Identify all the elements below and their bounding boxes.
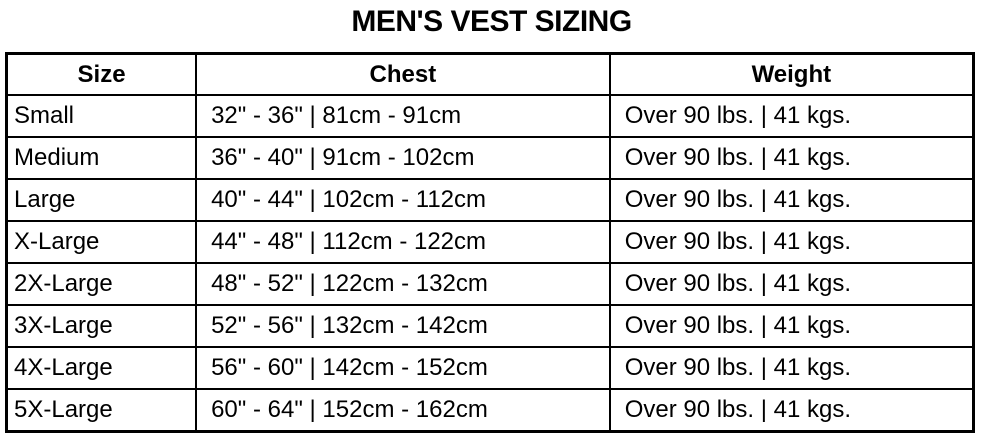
chest-cell: 36" - 40" | 91cm - 102cm: [195, 136, 611, 180]
header-size: Size: [5, 52, 198, 96]
chest-cell: 56" - 60" | 142cm - 152cm: [195, 346, 611, 390]
size-cell: X-Large: [5, 220, 198, 264]
header-weight: Weight: [608, 52, 975, 96]
chest-cell: 44" - 48" | 112cm - 122cm: [195, 220, 611, 264]
size-cell: Large: [5, 178, 198, 222]
weight-cell: Over 90 lbs. | 41 kgs.: [608, 178, 975, 222]
header-row: Size Chest Weight: [5, 52, 975, 96]
size-cell: Small: [5, 94, 198, 138]
chest-cell: 48" - 52" | 122cm - 132cm: [195, 262, 611, 306]
chest-cell: 32" - 36" | 81cm - 91cm: [195, 94, 611, 138]
size-cell: 4X-Large: [5, 346, 198, 390]
size-cell: Medium: [5, 136, 198, 180]
weight-cell: Over 90 lbs. | 41 kgs.: [608, 220, 975, 264]
sizing-table: Size Chest Weight Small 32" - 36" | 81cm …: [5, 52, 975, 433]
header-chest: Chest: [195, 52, 611, 96]
size-cell: 5X-Large: [5, 388, 198, 433]
page-title: MEN'S VEST SIZING: [351, 5, 632, 38]
table-row: 4X-Large 56" - 60" | 142cm - 152cm Over 90…: [5, 346, 975, 390]
chest-cell: 52" - 56" | 132cm - 142cm: [195, 304, 611, 348]
chest-cell: 60" - 64" | 152cm - 162cm: [195, 388, 611, 433]
table-row: 2X-Large 48" - 52" | 122cm - 132cm Over 90…: [5, 262, 975, 306]
weight-cell: Over 90 lbs. | 41 kgs.: [608, 304, 975, 348]
table-row: 5X-Large 60" - 64" | 152cm - 162cm Over 90…: [5, 388, 975, 433]
table-row: Small 32" - 36" | 81cm - 91cm Over 90 lbs.…: [5, 94, 975, 138]
table-row: Large 40" - 44" | 102cm - 112cm Over 90 lb…: [5, 178, 975, 222]
weight-cell: Over 90 lbs. | 41 kgs.: [608, 388, 975, 433]
size-cell: 2X-Large: [5, 262, 198, 306]
size-cell: 3X-Large: [5, 304, 198, 348]
table-row: 3X-Large 52" - 56" | 132cm - 142cm Over 90…: [5, 304, 975, 348]
weight-cell: Over 90 lbs. | 41 kgs.: [608, 136, 975, 180]
weight-cell: Over 90 lbs. | 41 kgs.: [608, 94, 975, 138]
table-row: Medium 36" - 40" | 91cm - 102cm Over 90 lb…: [5, 136, 975, 180]
weight-cell: Over 90 lbs. | 41 kgs.: [608, 346, 975, 390]
table-row: X-Large 44" - 48" | 112cm - 122cm Over 90 …: [5, 220, 975, 264]
weight-cell: Over 90 lbs. | 41 kgs.: [608, 262, 975, 306]
chest-cell: 40" - 44" | 102cm - 112cm: [195, 178, 611, 222]
